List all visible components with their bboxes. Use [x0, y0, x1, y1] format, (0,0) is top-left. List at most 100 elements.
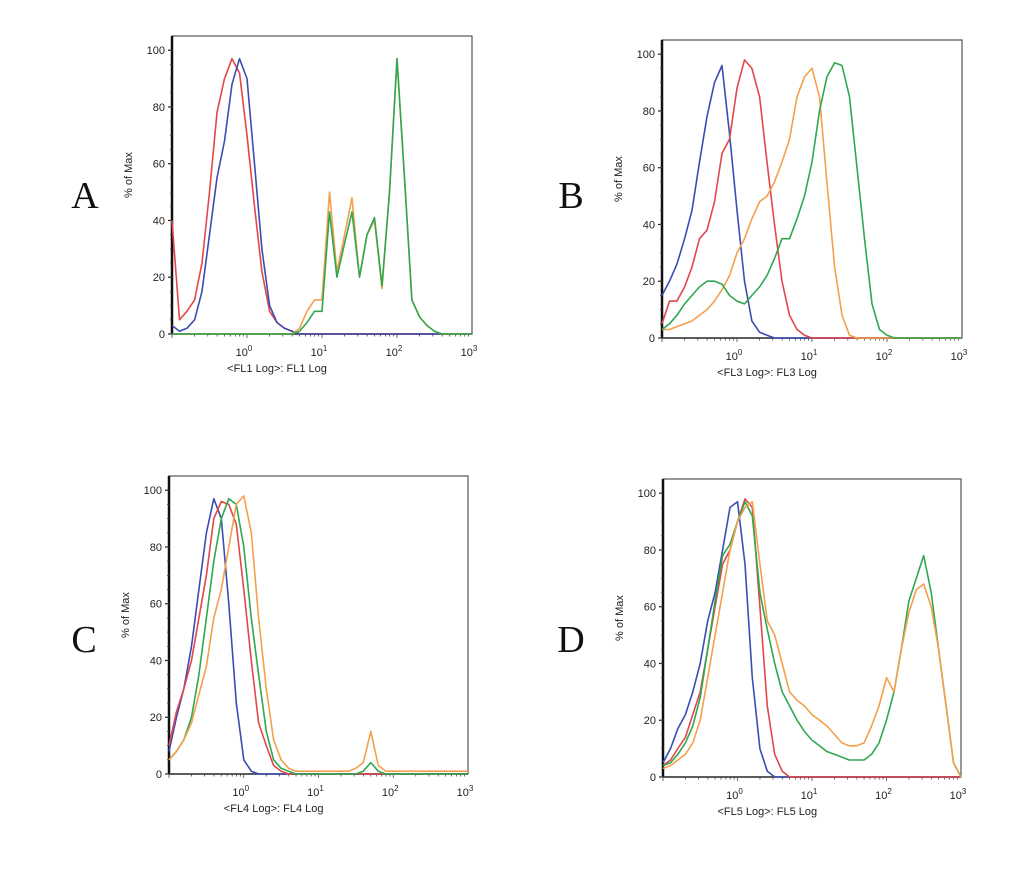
series-line-green [172, 57, 472, 335]
plot-frame [661, 39, 963, 339]
x-tick-label: 103 [457, 784, 474, 799]
x-tick-base: 10 [801, 790, 813, 802]
x-tick-exponent: 2 [888, 348, 893, 357]
y-tick-label: 0 [650, 772, 656, 784]
x-tick-base: 10 [457, 787, 469, 799]
x-tick-label: 101 [801, 787, 818, 802]
x-tick-exponent: 3 [469, 784, 474, 793]
x-tick-base: 10 [236, 347, 248, 359]
x-tick-label: 102 [875, 787, 892, 802]
x-tick-exponent: 0 [738, 787, 743, 796]
y-tick-label: 60 [153, 159, 165, 171]
x-tick-base: 10 [307, 787, 319, 799]
y-tick-label: 0 [156, 769, 162, 781]
y-tick-label: 100 [637, 49, 655, 61]
x-tick-label: 100 [726, 787, 743, 802]
x-tick-exponent: 1 [813, 348, 818, 357]
y-tick-label: 20 [150, 712, 162, 724]
panel-letter: C [71, 619, 96, 661]
x-tick-exponent: 3 [962, 787, 967, 796]
x-tick-label: 102 [876, 348, 893, 363]
x-tick-base: 10 [875, 790, 887, 802]
y-tick-label: 0 [649, 333, 655, 345]
x-tick-base: 10 [950, 790, 962, 802]
x-tick-exponent: 1 [813, 787, 818, 796]
y-tick-label: 40 [644, 658, 656, 670]
series-line-orange [662, 500, 962, 778]
series-line-green [168, 497, 468, 775]
plot-frame [171, 35, 473, 335]
y-axis-label: % of Max [614, 595, 626, 641]
y-tick-label: 60 [150, 599, 162, 611]
x-tick-base: 10 [386, 347, 398, 359]
plot-frame [168, 475, 469, 775]
x-tick-exponent: 3 [963, 348, 968, 357]
x-tick-exponent: 0 [738, 348, 743, 357]
x-tick-base: 10 [876, 351, 888, 363]
x-tick-label: 102 [382, 784, 399, 799]
x-axis-label: <FL4 Log>: FL4 Log [224, 803, 324, 815]
x-tick-label: 100 [236, 344, 253, 359]
y-tick-label: 80 [153, 102, 165, 114]
y-tick-label: 80 [644, 545, 656, 557]
y-tick-label: 100 [638, 488, 656, 500]
x-tick-exponent: 2 [887, 787, 892, 796]
y-tick-label: 20 [643, 276, 655, 288]
x-tick-exponent: 1 [319, 784, 324, 793]
x-axis-label: <FL5 Log>: FL5 Log [717, 806, 817, 818]
x-tick-label: 100 [232, 784, 249, 799]
x-tick-label: 103 [461, 344, 478, 359]
x-tick-base: 10 [726, 351, 738, 363]
y-axis-label: % of Max [613, 156, 625, 202]
x-tick-exponent: 0 [245, 784, 250, 793]
x-tick-exponent: 2 [398, 344, 403, 353]
x-tick-label: 103 [951, 348, 968, 363]
x-tick-base: 10 [232, 787, 244, 799]
x-tick-label: 100 [726, 348, 743, 363]
series-line-blue [171, 57, 472, 335]
x-tick-exponent: 0 [248, 344, 253, 353]
x-tick-base: 10 [801, 351, 813, 363]
plot-frame [662, 478, 962, 778]
y-axis-label: % of Max [120, 592, 132, 638]
y-tick-label: 100 [147, 45, 165, 57]
series-line-green [662, 500, 962, 778]
y-tick-label: 80 [150, 542, 162, 554]
y-tick-label: 0 [159, 329, 165, 341]
x-tick-exponent: 3 [473, 344, 478, 353]
x-tick-label: 103 [950, 787, 967, 802]
x-axis-label: <FL1 Log>: FL1 Log [227, 363, 327, 375]
y-tick-label: 20 [644, 715, 656, 727]
y-tick-label: 40 [153, 215, 165, 227]
y-tick-label: 40 [150, 655, 162, 667]
y-tick-label: 40 [643, 219, 655, 231]
x-tick-base: 10 [461, 347, 473, 359]
x-tick-base: 10 [951, 351, 963, 363]
series-line-orange [168, 495, 468, 772]
y-tick-label: 20 [153, 272, 165, 284]
x-tick-label: 101 [307, 784, 324, 799]
y-tick-label: 60 [643, 163, 655, 175]
x-tick-label: 102 [386, 344, 403, 359]
y-tick-label: 100 [144, 485, 162, 497]
x-tick-exponent: 2 [394, 784, 399, 793]
y-axis-label: % of Max [123, 152, 135, 198]
panel-letter: D [557, 619, 584, 661]
x-axis-label: <FL3 Log>: FL3 Log [717, 367, 817, 379]
panel-letter: A [71, 175, 99, 217]
x-tick-label: 101 [311, 344, 328, 359]
y-tick-label: 80 [643, 106, 655, 118]
x-tick-label: 101 [801, 348, 818, 363]
x-tick-base: 10 [382, 787, 394, 799]
x-tick-exponent: 1 [323, 344, 328, 353]
y-tick-label: 60 [644, 602, 656, 614]
series-line-green [661, 61, 962, 339]
panel-letter: B [558, 175, 583, 217]
x-tick-base: 10 [311, 347, 323, 359]
x-tick-base: 10 [726, 790, 738, 802]
